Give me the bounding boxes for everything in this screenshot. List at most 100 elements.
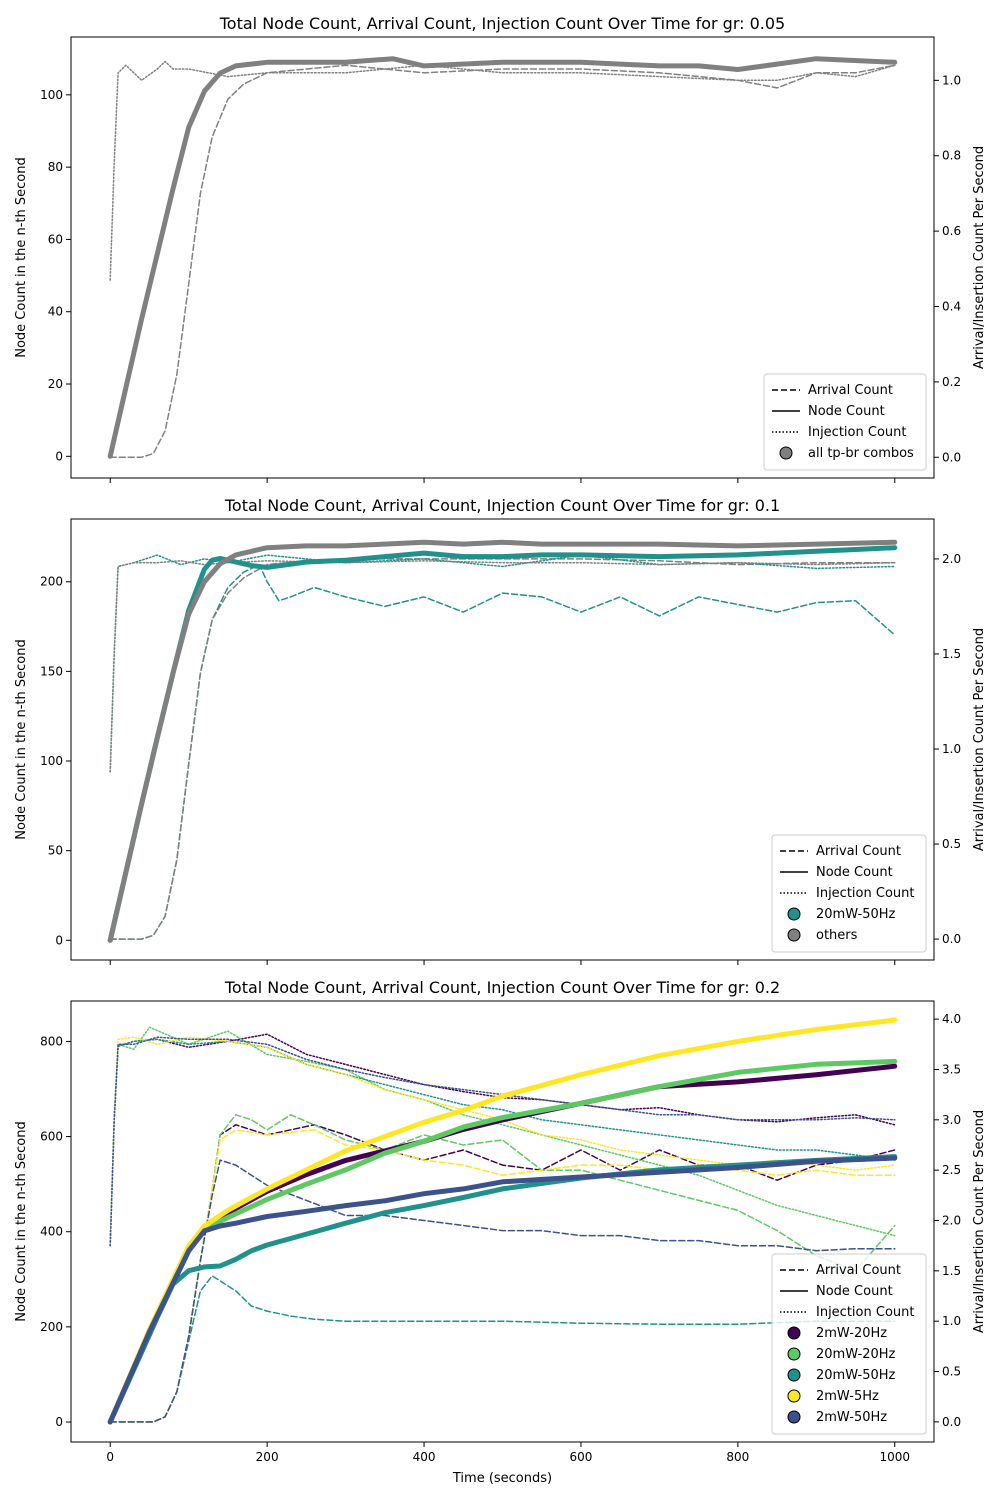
- legend-marker: [787, 1368, 801, 1382]
- y2-tick-label: 3.0: [942, 1113, 961, 1127]
- legend-marker: [787, 1410, 801, 1424]
- legend-box: [771, 1253, 927, 1435]
- plot-frame: [70, 518, 935, 961]
- legend-label: Node Count: [816, 1284, 893, 1299]
- y2-tick-label: 0.5: [942, 837, 961, 851]
- legend-label: Arrival Count: [816, 844, 901, 859]
- y-tick-label: 150: [40, 664, 63, 678]
- x-tick-label: 400: [413, 1450, 436, 1464]
- legend-marker: [787, 1326, 801, 1340]
- legend-label: 20mW-50Hz: [816, 1368, 896, 1383]
- y-axis-label: Node Count in the n-th Second: [14, 639, 29, 840]
- legend-label: 20mW-50Hz: [816, 907, 896, 922]
- y-tick-label: 80: [48, 160, 63, 174]
- series-line-node-2mW-5Hz: [107, 1017, 898, 1425]
- chart-panel-1: Total Node Count, Arrival Count, Injecti…: [14, 14, 987, 483]
- legend-marker: [787, 1347, 801, 1361]
- series-layer: [107, 56, 898, 459]
- series-line-injection-20mW-20Hz: [109, 1026, 896, 1247]
- x-tick-label: 800: [726, 1450, 749, 1464]
- y2-tick-label: 0.4: [942, 300, 961, 314]
- x-tick-label: 200: [256, 1450, 279, 1464]
- legend: Arrival Count Node Count Injection Count 2m…: [771, 1253, 927, 1435]
- y2-tick-label: 0.5: [942, 1365, 961, 1379]
- legend-label: 20mW-20Hz: [816, 1347, 896, 1362]
- series-line-injection-all tp-br combos: [109, 60, 896, 281]
- y-axis-label: Node Count in the n-th Second: [14, 157, 29, 358]
- series-line-injection-others: [109, 560, 896, 773]
- legend-label: others: [816, 928, 858, 943]
- y-tick-label: 600: [40, 1130, 63, 1144]
- y-tick-label: 100: [40, 754, 63, 768]
- legend: Arrival Count Node Count Injection Count 20…: [771, 834, 927, 953]
- legend-box: [771, 834, 927, 953]
- series-line-node-all tp-br combos: [107, 56, 898, 459]
- series-line-arrival-others: [109, 558, 896, 940]
- legend-label: Node Count: [808, 404, 885, 419]
- y2-axis-label: Arrival/Insertion Count Per Second: [972, 628, 987, 851]
- y2-tick-label: 0.8: [942, 149, 961, 163]
- series-line-node-others: [107, 539, 898, 943]
- y-tick-label: 200: [40, 1320, 63, 1334]
- y2-tick-label: 2.0: [942, 1213, 961, 1227]
- legend-label: Injection Count: [816, 1305, 914, 1320]
- y2-tick-label: 0.6: [942, 224, 961, 238]
- legend-marker: [787, 1389, 801, 1403]
- y2-axis-label: Arrival/Insertion Count Per Second: [972, 1110, 987, 1333]
- series-line-injection-20mW-50Hz: [109, 1038, 896, 1247]
- legend-label: Injection Count: [808, 425, 906, 440]
- y-tick-label: 60: [48, 232, 63, 246]
- series-layer: [107, 1017, 898, 1425]
- y-axis-label: Node Count in the n-th Second: [14, 1121, 29, 1322]
- series-line-arrival-all tp-br combos: [109, 64, 896, 459]
- legend-box: [763, 373, 927, 471]
- x-tick-label: 600: [570, 1450, 593, 1464]
- y-tick-label: 0: [55, 449, 63, 463]
- y2-tick-label: 0.2: [942, 375, 961, 389]
- chart-title: Total Node Count, Arrival Count, Injecti…: [224, 978, 780, 997]
- y2-tick-label: 4.0: [942, 1012, 961, 1026]
- series-line-injection-2mW-50Hz: [109, 1036, 896, 1247]
- y2-tick-label: 2.5: [942, 1163, 961, 1177]
- y-tick-label: 800: [40, 1034, 63, 1048]
- y-tick-label: 20: [48, 377, 63, 391]
- y-tick-label: 50: [48, 844, 63, 858]
- y-tick-label: 40: [48, 305, 63, 319]
- legend-marker: [779, 446, 793, 460]
- y2-tick-label: 0.0: [942, 932, 961, 946]
- y-tick-label: 400: [40, 1225, 63, 1239]
- y2-tick-label: 1.5: [942, 1264, 961, 1278]
- chart-title: Total Node Count, Arrival Count, Injecti…: [224, 496, 780, 515]
- y2-tick-label: 1.0: [942, 1314, 961, 1328]
- y2-tick-label: 1.0: [942, 73, 961, 87]
- plot-frame: [70, 36, 935, 479]
- legend-marker: [787, 928, 801, 942]
- series-line-arrival-2mW-50Hz: [109, 1159, 896, 1423]
- y2-tick-label: 3.5: [942, 1062, 961, 1076]
- legend-marker: [787, 907, 801, 921]
- legend-label: 2mW-5Hz: [816, 1389, 879, 1404]
- chart-panel-2: Total Node Count, Arrival Count, Injecti…: [14, 496, 987, 965]
- x-tick-label: 1000: [879, 1450, 910, 1464]
- legend: Arrival Count Node Count Injection Count al…: [763, 373, 927, 471]
- plot-frame: [70, 1000, 935, 1443]
- y2-axis-label: Arrival/Insertion Count Per Second: [972, 146, 987, 369]
- legend-label: Injection Count: [816, 886, 914, 901]
- y2-tick-label: 1.0: [942, 742, 961, 756]
- series-line-node-2mW-50Hz: [107, 1155, 898, 1425]
- legend-label: all tp-br combos: [808, 446, 914, 461]
- x-tick-label: 0: [106, 1450, 114, 1464]
- y2-tick-label: 2.0: [942, 552, 961, 566]
- y-tick-label: 0: [55, 933, 63, 947]
- y2-tick-label: 0.0: [942, 1415, 961, 1429]
- y2-tick-label: 0.0: [942, 450, 961, 464]
- series-layer: [107, 539, 898, 943]
- chart-panel-3: Total Node Count, Arrival Count, Injecti…: [14, 978, 987, 1486]
- chart-title: Total Node Count, Arrival Count, Injecti…: [219, 14, 785, 33]
- x-axis-label: Time (seconds): [452, 1471, 552, 1486]
- legend-label: 2mW-50Hz: [816, 1410, 887, 1425]
- y2-tick-label: 1.5: [942, 647, 961, 661]
- legend-label: Arrival Count: [808, 383, 893, 398]
- legend-label: Node Count: [816, 865, 893, 880]
